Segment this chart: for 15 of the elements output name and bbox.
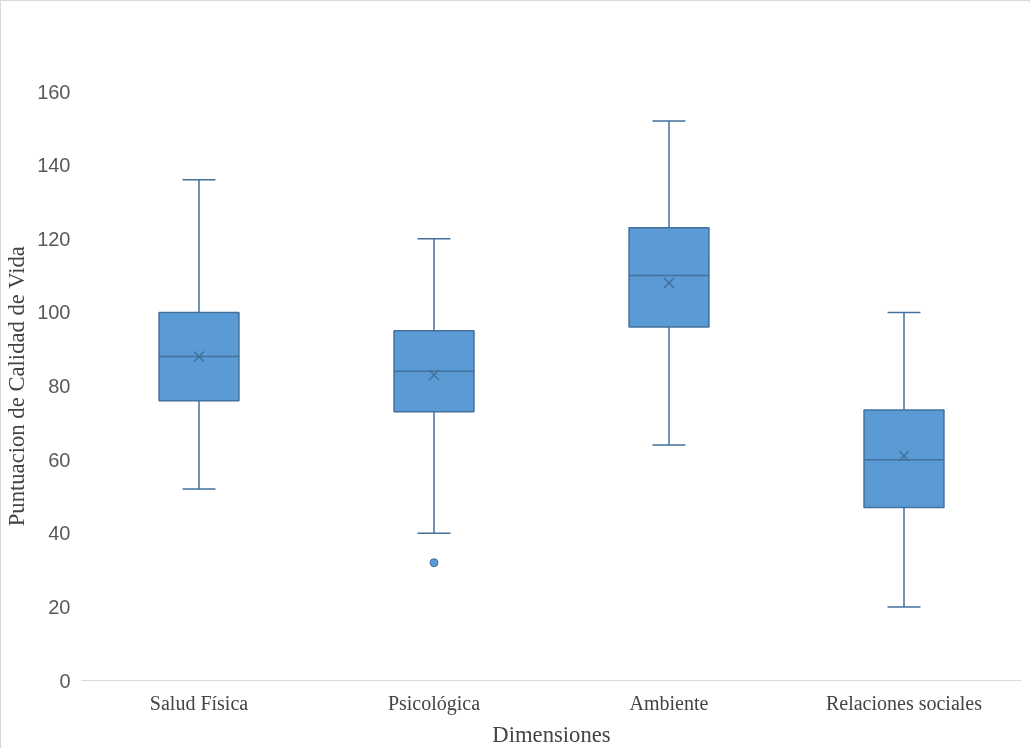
x-axis-title: Dimensiones xyxy=(492,721,611,747)
x-tick-label: Psicológica xyxy=(387,691,481,715)
y-tick-label: 80 xyxy=(48,375,71,397)
y-tick-label: 140 xyxy=(37,154,71,177)
y-tick-label: 160 xyxy=(37,80,71,103)
x-tick-label: Ambiente xyxy=(629,691,709,714)
y-axis-title: Puntuacion de Calidad de Vida xyxy=(4,246,30,527)
y-tick-label: 120 xyxy=(37,227,71,250)
y-tick-label: 0 xyxy=(59,669,71,692)
y-tick-label: 100 xyxy=(37,301,71,324)
y-tick-label: 40 xyxy=(48,522,71,545)
y-tick-label: 60 xyxy=(48,448,71,471)
x-tick-label: Relaciones sociales xyxy=(825,691,983,714)
y-tick-label: 20 xyxy=(48,595,71,618)
x-tick-label: Salud Física xyxy=(149,691,249,714)
